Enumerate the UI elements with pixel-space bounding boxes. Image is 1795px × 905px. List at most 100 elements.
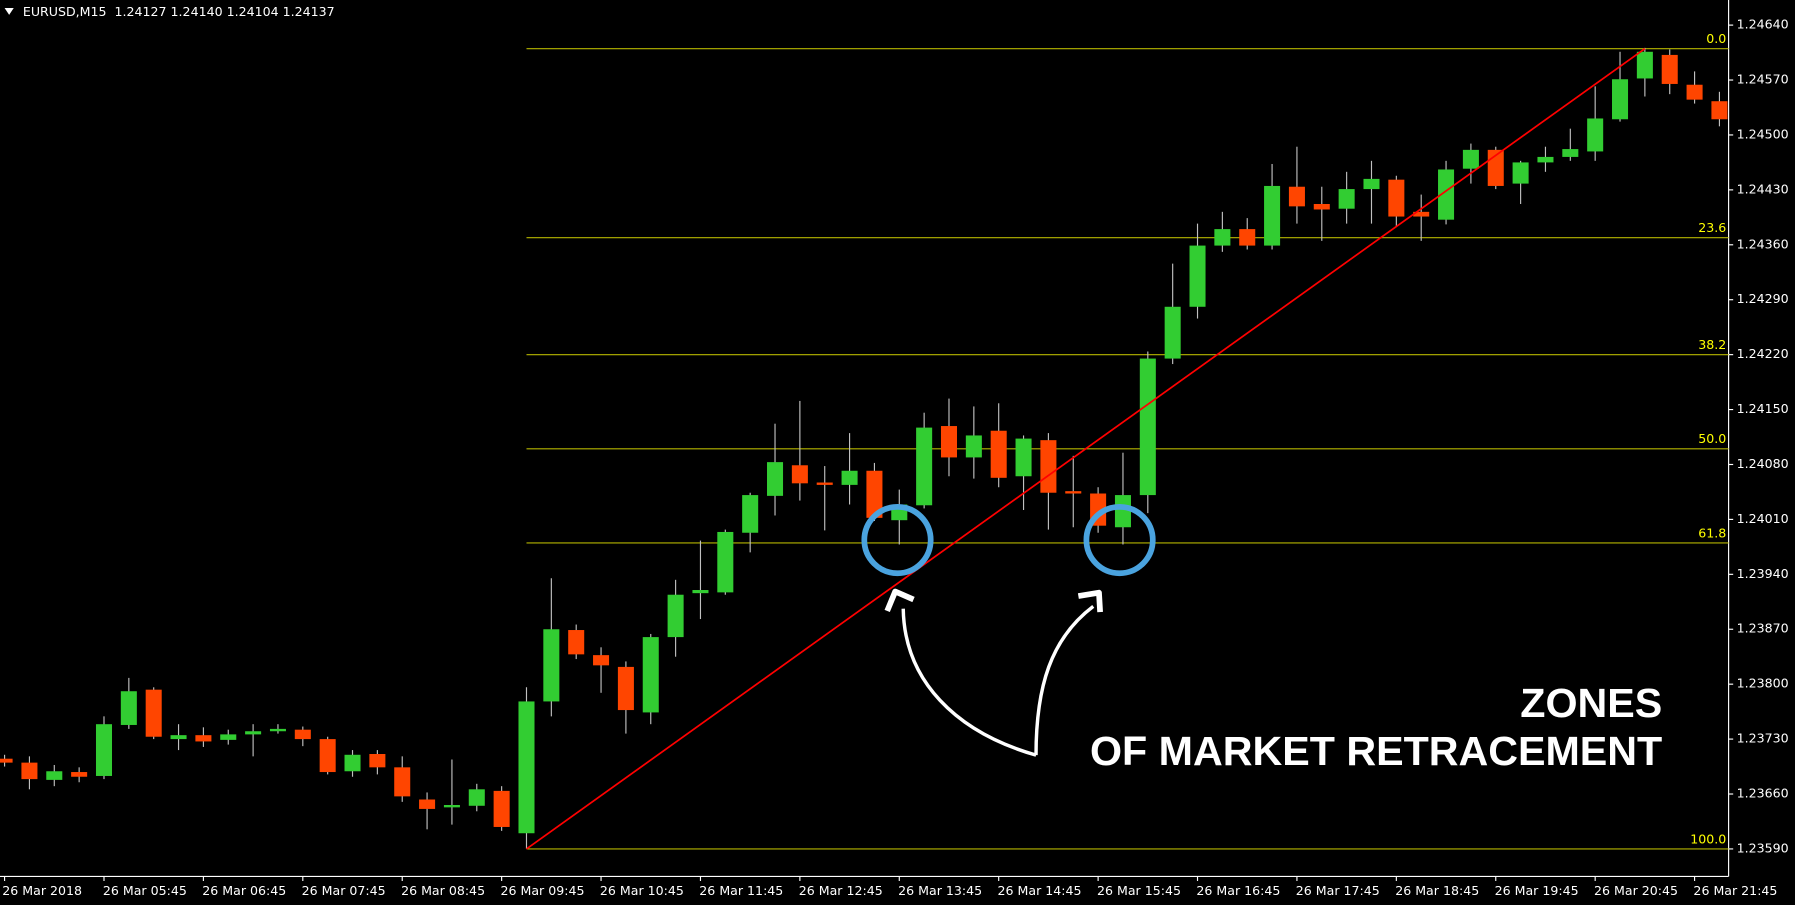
fib-label: 23.6 <box>1698 220 1726 235</box>
x-tick-label: 26 Mar 11:45 <box>699 883 783 898</box>
candle-body <box>1114 495 1131 528</box>
candle-body <box>866 470 883 518</box>
candle-body <box>791 465 808 484</box>
candle-body <box>1015 438 1032 477</box>
candle-body <box>419 799 436 809</box>
candle-body <box>667 594 684 638</box>
y-tick-label: 1.24220 <box>1737 346 1789 361</box>
candle-body <box>841 470 858 485</box>
candle-body <box>394 767 411 797</box>
y-tick-label: 1.24080 <box>1737 456 1789 471</box>
y-tick-label: 1.23940 <box>1737 566 1789 581</box>
candle-body <box>71 772 88 777</box>
candle-body <box>642 637 659 713</box>
y-tick-label: 1.24360 <box>1737 236 1789 251</box>
candle-body <box>1040 440 1057 493</box>
candle-body <box>717 531 734 593</box>
candle-body <box>1462 149 1479 169</box>
y-tick-label: 1.24570 <box>1737 72 1789 87</box>
candle-body <box>1537 156 1554 163</box>
candle-body <box>568 630 585 655</box>
y-tick-label: 1.24500 <box>1737 126 1789 141</box>
candle-body <box>1438 169 1455 220</box>
candle-body <box>1164 306 1181 359</box>
x-tick-label: 26 Mar 08:45 <box>401 883 485 898</box>
x-tick-label: 26 Mar 12:45 <box>799 883 883 898</box>
candle-body <box>1711 101 1728 120</box>
x-tick-label: 26 Mar 05:45 <box>103 883 187 898</box>
x-tick-label: 26 Mar 10:45 <box>600 883 684 898</box>
arrowhead <box>1077 589 1103 613</box>
chart-title: EURUSD,M15 1.24127 1.24140 1.24104 1.241… <box>23 4 335 19</box>
candle-body <box>120 691 137 725</box>
candle-body <box>965 435 982 458</box>
x-tick-label: 26 Mar 16:45 <box>1196 883 1280 898</box>
x-tick-label: 26 Mar 14:45 <box>998 883 1082 898</box>
highlight-circle <box>861 503 934 577</box>
fib-label: 50.0 <box>1698 431 1726 446</box>
candle-body <box>940 426 958 458</box>
candle-body <box>1413 211 1430 217</box>
x-tick-label: 26 Mar 07:45 <box>302 883 386 898</box>
x-tick-label: 26 Mar 13:45 <box>898 883 982 898</box>
candle-body <box>1636 51 1653 79</box>
y-tick-label: 1.24640 <box>1737 17 1789 32</box>
candle-body <box>692 590 709 594</box>
x-tick-label: 26 Mar 21:45 <box>1693 883 1777 898</box>
fib-label: 61.8 <box>1698 525 1726 540</box>
x-tick-label: 26 Mar 20:45 <box>1594 883 1678 898</box>
x-tick-label: 26 Mar 18:45 <box>1395 883 1479 898</box>
candle-body <box>170 735 187 740</box>
candle-body <box>344 754 361 772</box>
fib-label: 100.0 <box>1690 831 1726 846</box>
candle-body <box>0 758 13 763</box>
x-tick-label: 26 Mar 15:45 <box>1097 883 1181 898</box>
candle-body <box>1239 229 1256 246</box>
candle-body <box>1587 118 1604 152</box>
candle-body <box>1388 179 1405 217</box>
annotation: OF MARKET RETRACEMENT <box>1090 728 1662 774</box>
candle-body <box>1065 491 1082 494</box>
candle-body <box>95 724 113 776</box>
candle-body <box>46 771 63 780</box>
candle-body <box>1288 186 1305 207</box>
candle-body <box>443 804 460 808</box>
candle-body <box>1363 178 1380 190</box>
candle-body <box>1661 54 1678 84</box>
candle-body <box>593 655 610 666</box>
candle-body <box>1139 358 1156 496</box>
candle-body <box>145 689 162 737</box>
candle-body <box>195 735 212 742</box>
candle-body <box>816 482 833 485</box>
arrow <box>1034 605 1095 756</box>
x-tick-label: 26 Mar 06:45 <box>202 883 286 898</box>
candle-body <box>1189 245 1206 307</box>
y-tick-label: 1.24430 <box>1737 181 1789 196</box>
candle-body <box>1214 229 1231 246</box>
y-tick-label: 1.23870 <box>1737 621 1789 636</box>
candle-body <box>1686 84 1703 100</box>
candle-body <box>294 729 311 740</box>
y-tick-label: 1.23800 <box>1737 676 1789 691</box>
candle-body <box>1313 203 1330 210</box>
candle-body <box>767 462 784 496</box>
candle-body <box>617 666 634 711</box>
candle-body <box>916 427 933 506</box>
annotation: ZONES <box>1520 680 1662 726</box>
candle-body <box>319 739 336 773</box>
candle-body <box>1338 189 1355 209</box>
candle-body <box>1562 149 1579 157</box>
arrowhead <box>884 588 915 613</box>
x-tick-label: 26 Mar 09:45 <box>500 883 584 898</box>
y-tick-label: 1.24150 <box>1737 401 1789 416</box>
candle-body <box>21 762 38 780</box>
candle-body <box>369 753 386 768</box>
y-tick-label: 1.23730 <box>1737 731 1789 746</box>
y-tick-label: 1.24290 <box>1737 291 1789 306</box>
candle-body <box>543 629 560 702</box>
candle-body <box>493 790 510 827</box>
candle-body <box>1264 185 1281 246</box>
candle-body <box>468 789 485 806</box>
